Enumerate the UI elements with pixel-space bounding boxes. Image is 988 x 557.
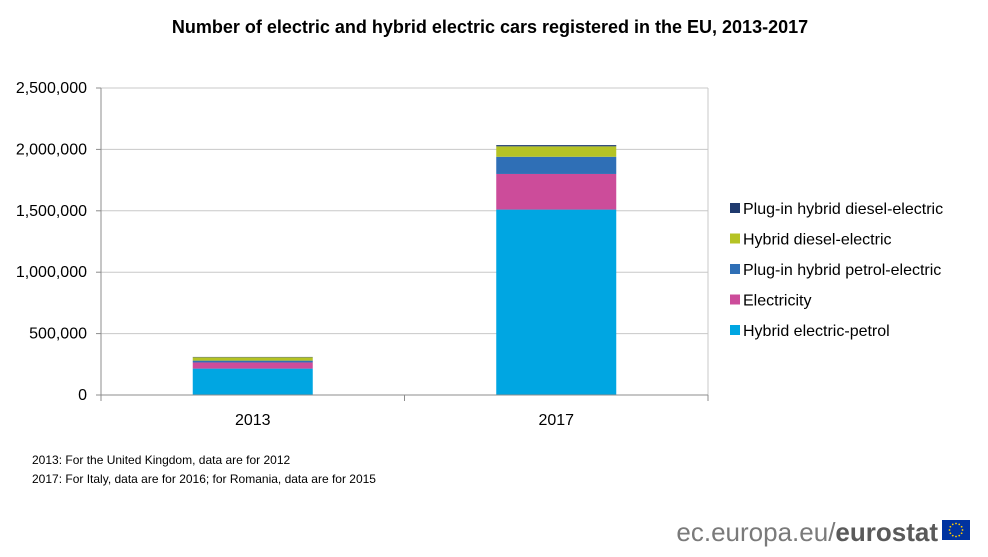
legend-swatch xyxy=(730,264,740,274)
bar-segment xyxy=(496,173,617,210)
legend-swatch xyxy=(730,203,740,213)
bar-segment xyxy=(192,362,313,369)
bar-segment xyxy=(192,368,313,395)
legend-swatch xyxy=(730,294,740,305)
flag-star xyxy=(955,535,957,538)
flag-field xyxy=(942,520,970,540)
axes: 0 500,000 1,000,000 1,500,000 2,000,000 2,500… xyxy=(16,80,709,429)
chart-title: Number of electric and hybrid electric c… xyxy=(172,17,808,37)
footnote: 2017: For Italy, data are for 2016; for … xyxy=(32,472,376,486)
y-tick-label: 1,500,000 xyxy=(16,203,87,220)
flag-star xyxy=(960,525,963,528)
gridlines xyxy=(101,87,709,395)
bar-segment xyxy=(496,145,617,147)
legend: Plug-in hybrid diesel-electric Hybrid die… xyxy=(730,201,943,340)
bar-segment xyxy=(192,357,313,361)
bar-segment xyxy=(192,360,313,363)
flag-star xyxy=(955,522,957,525)
x-tick-label: 2017 xyxy=(538,412,574,429)
bar-segment xyxy=(496,146,617,157)
legend-swatch xyxy=(730,233,740,244)
y-tick-label: 500,000 xyxy=(29,326,87,343)
eu-flag-icon xyxy=(942,520,970,540)
flag-star xyxy=(948,529,951,531)
flag-star xyxy=(949,525,952,528)
flag-star xyxy=(958,534,961,537)
legend-label: Hybrid diesel-electric xyxy=(743,232,892,249)
bars xyxy=(192,145,617,395)
legend-swatch xyxy=(730,325,740,335)
y-tick-label: 0 xyxy=(78,387,87,404)
eurostat-branding: ec.europa.eu/eurostat xyxy=(676,517,970,547)
y-tick-label: 1,000,000 xyxy=(16,264,87,281)
footnote: 2013: For the United Kingdom, data are f… xyxy=(32,453,290,467)
brand-logo-text: ec.europa.eu/eurostat xyxy=(676,517,938,547)
legend-label: Electricity xyxy=(743,293,811,310)
legend-label: Plug-in hybrid diesel-electric xyxy=(743,201,943,218)
flag-star xyxy=(961,529,964,531)
footnotes: 2013: For the United Kingdom, data are f… xyxy=(32,453,376,486)
x-tick-label: 2013 xyxy=(235,412,271,429)
y-tick-label: 2,500,000 xyxy=(16,80,87,97)
bar-segment xyxy=(496,156,617,174)
legend-label: Plug-in hybrid petrol-electric xyxy=(743,262,941,279)
bar-segment xyxy=(496,209,617,395)
flag-star xyxy=(958,523,961,526)
y-tick-label: 2,000,000 xyxy=(16,141,87,158)
brand-name: eurostat xyxy=(835,517,938,547)
flag-star xyxy=(960,532,963,535)
flag-star xyxy=(951,534,954,537)
legend-label: Hybrid electric-petrol xyxy=(743,323,890,340)
brand-url: ec.europa.eu/ xyxy=(676,517,836,547)
flag-star xyxy=(949,532,952,535)
flag-star xyxy=(951,523,954,526)
